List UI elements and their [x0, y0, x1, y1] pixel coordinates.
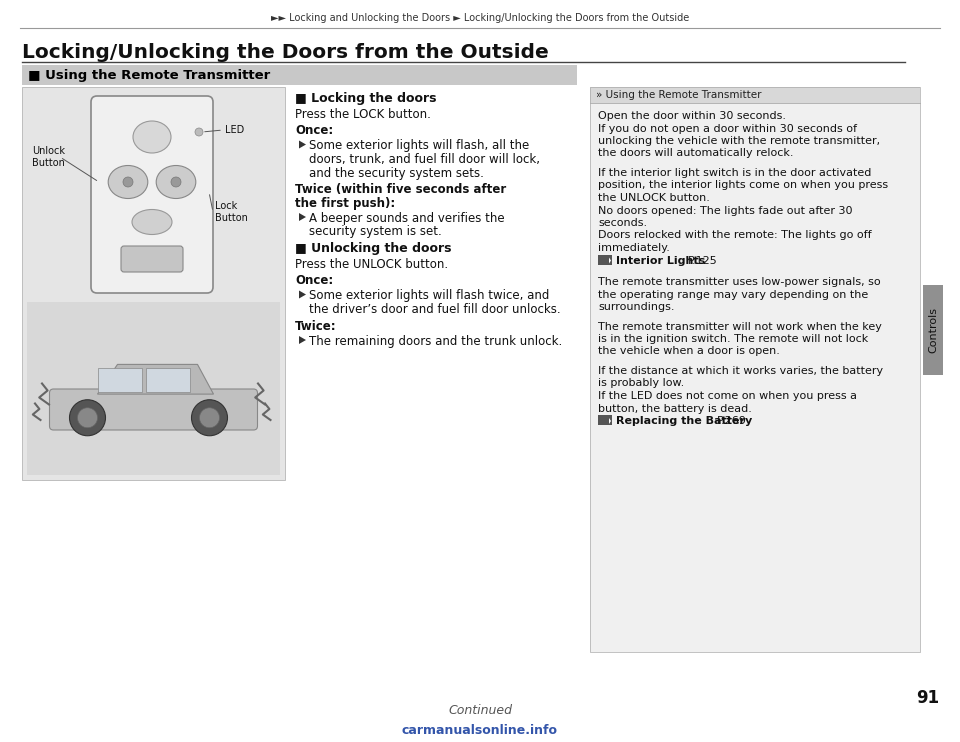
Text: is in the ignition switch. The remote will not lock: is in the ignition switch. The remote wi… [598, 334, 868, 344]
Text: Some exterior lights will flash twice, and: Some exterior lights will flash twice, a… [309, 289, 549, 303]
Circle shape [69, 400, 106, 436]
Polygon shape [299, 213, 306, 221]
Text: If you do not open a door within 30 seconds of: If you do not open a door within 30 seco… [598, 123, 857, 134]
Ellipse shape [133, 121, 171, 153]
Text: Once:: Once: [295, 274, 333, 287]
Text: button, the battery is dead.: button, the battery is dead. [598, 404, 752, 413]
Bar [22, 87, 285, 480]
Text: the vehicle when a door is open.: the vehicle when a door is open. [598, 347, 780, 356]
Text: ■ Locking the doors: ■ Locking the doors [295, 92, 437, 105]
Circle shape [78, 408, 98, 427]
Text: If the distance at which it works varies, the battery: If the distance at which it works varies… [598, 366, 883, 376]
Text: is probably low.: is probably low. [598, 378, 684, 389]
Text: seconds.: seconds. [598, 218, 647, 228]
Text: Unlock
Button: Unlock Button [32, 146, 65, 168]
Circle shape [191, 400, 228, 436]
Text: Continued: Continued [448, 703, 512, 717]
Bar [590, 87, 920, 652]
Text: immediately.: immediately. [598, 243, 670, 253]
Text: and the security system sets.: and the security system sets. [309, 166, 484, 180]
Text: Locking/Unlocking the Doors from the Outside: Locking/Unlocking the Doors from the Out… [22, 42, 549, 62]
Text: ■ Unlocking the doors: ■ Unlocking the doors [295, 242, 451, 255]
Text: Press the LOCK button.: Press the LOCK button. [295, 108, 431, 122]
Ellipse shape [108, 165, 148, 199]
Circle shape [200, 408, 220, 427]
Polygon shape [601, 418, 611, 424]
Bar [22, 65, 577, 85]
Bar [27, 302, 280, 475]
FancyBboxPatch shape [50, 389, 257, 430]
Text: Some exterior lights will flash, all the: Some exterior lights will flash, all the [309, 139, 529, 153]
Text: the first push):: the first push): [295, 197, 396, 209]
Bar [598, 415, 612, 425]
Text: surroundings.: surroundings. [598, 302, 675, 312]
Text: Doors relocked with the remote: The lights go off: Doors relocked with the remote: The ligh… [598, 231, 872, 240]
Text: LED: LED [225, 125, 244, 135]
Polygon shape [299, 291, 306, 298]
Text: doors, trunk, and fuel fill door will lock,: doors, trunk, and fuel fill door will lo… [309, 153, 540, 166]
Ellipse shape [123, 177, 133, 187]
Text: No doors opened: The lights fade out after 30: No doors opened: The lights fade out aft… [598, 206, 852, 215]
Text: ■ Using the Remote Transmitter: ■ Using the Remote Transmitter [28, 68, 271, 82]
Text: Twice:: Twice: [295, 320, 337, 332]
Text: Once:: Once: [295, 124, 333, 137]
Bar [98, 368, 141, 392]
Text: » Using the Remote Transmitter: » Using the Remote Transmitter [596, 90, 761, 100]
Text: security system is set.: security system is set. [309, 226, 442, 238]
Text: Open the door within 30 seconds.: Open the door within 30 seconds. [598, 111, 786, 121]
Bar [146, 368, 189, 392]
Text: the operating range may vary depending on the: the operating range may vary depending o… [598, 289, 868, 300]
Text: the UNLOCK button.: the UNLOCK button. [598, 193, 709, 203]
Text: Twice (within five seconds after: Twice (within five seconds after [295, 183, 506, 196]
Bar [598, 255, 612, 264]
Text: Interior Lights: Interior Lights [616, 255, 706, 266]
FancyBboxPatch shape [121, 246, 183, 272]
Polygon shape [299, 336, 306, 344]
Bar [923, 285, 943, 375]
FancyBboxPatch shape [91, 96, 213, 293]
Ellipse shape [171, 177, 181, 187]
Text: Replacing the Battery: Replacing the Battery [616, 416, 753, 426]
Text: the doors will automatically relock.: the doors will automatically relock. [598, 148, 794, 159]
Text: The remaining doors and the trunk unlock.: The remaining doors and the trunk unlock… [309, 335, 563, 348]
Text: position, the interior lights come on when you press: position, the interior lights come on wh… [598, 180, 888, 191]
Text: A beeper sounds and verifies the: A beeper sounds and verifies the [309, 212, 505, 225]
Polygon shape [299, 140, 306, 148]
Text: If the LED does not come on when you press a: If the LED does not come on when you pre… [598, 391, 857, 401]
Polygon shape [98, 364, 213, 394]
Text: If the interior light switch is in the door activated: If the interior light switch is in the d… [598, 168, 872, 178]
Bar [590, 87, 920, 652]
Text: P.125: P.125 [688, 255, 718, 266]
Text: 91: 91 [917, 689, 940, 707]
Circle shape [195, 128, 203, 136]
Text: Press the UNLOCK button.: Press the UNLOCK button. [295, 258, 448, 272]
Text: P.269: P.269 [717, 416, 747, 426]
Ellipse shape [156, 165, 196, 199]
Text: The remote transmitter uses low-power signals, so: The remote transmitter uses low-power si… [598, 277, 880, 287]
Bar [590, 87, 920, 103]
Ellipse shape [132, 209, 172, 234]
Text: Lock
Button: Lock Button [215, 201, 248, 223]
Text: carmanualsonline.info: carmanualsonline.info [402, 723, 558, 737]
Text: unlocking the vehicle with the remote transmitter,: unlocking the vehicle with the remote tr… [598, 136, 880, 146]
Text: ►► Locking and Unlocking the Doors ► Locking/Unlocking the Doors from the Outsid: ►► Locking and Unlocking the Doors ► Loc… [271, 13, 689, 23]
Text: The remote transmitter will not work when the key: The remote transmitter will not work whe… [598, 321, 882, 332]
Text: the driver’s door and fuel fill door unlocks.: the driver’s door and fuel fill door unl… [309, 303, 561, 316]
Polygon shape [601, 257, 611, 263]
Text: Controls: Controls [928, 307, 938, 353]
